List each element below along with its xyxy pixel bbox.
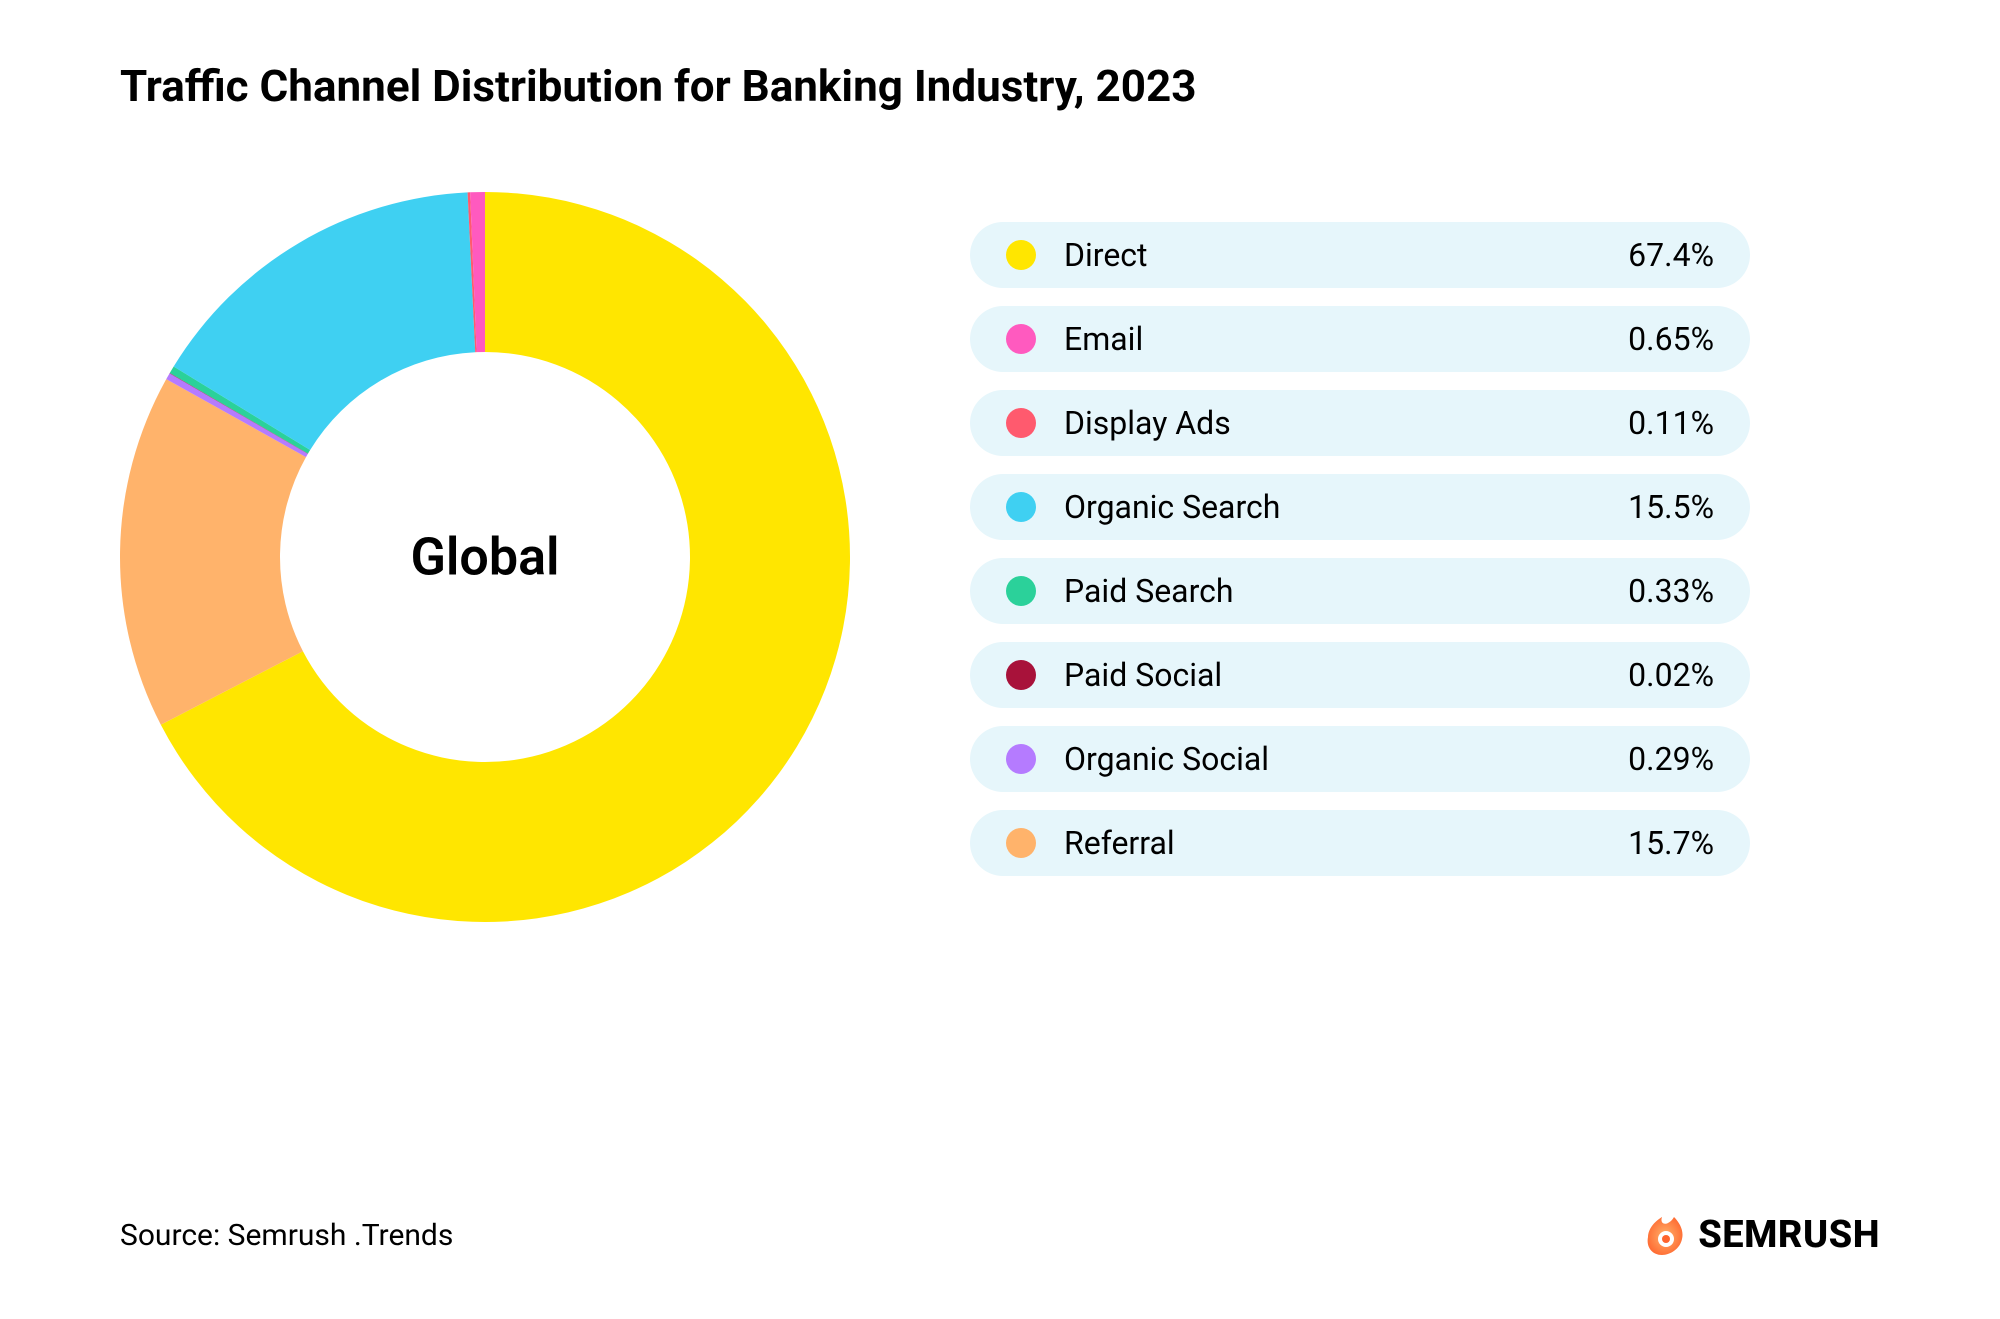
legend-swatch xyxy=(1006,408,1036,438)
legend-value: 15.7% xyxy=(1628,824,1714,862)
legend-row: Paid Social0.02% xyxy=(970,642,1750,708)
legend-value: 0.29% xyxy=(1628,740,1714,778)
legend-row: Direct67.4% xyxy=(970,222,1750,288)
legend-label: Paid Search xyxy=(1064,572,1628,610)
legend-swatch xyxy=(1006,324,1036,354)
legend-value: 0.02% xyxy=(1628,656,1714,694)
legend-swatch xyxy=(1006,660,1036,690)
donut-chart: Global xyxy=(120,192,850,922)
legend-label: Organic Social xyxy=(1064,740,1628,778)
legend-row: Referral15.7% xyxy=(970,810,1750,876)
legend-row: Paid Search0.33% xyxy=(970,558,1750,624)
legend-label: Referral xyxy=(1064,824,1628,862)
legend-value: 67.4% xyxy=(1628,236,1714,274)
brand-logo: SEMRUSH xyxy=(1638,1211,1880,1259)
legend-value: 0.33% xyxy=(1628,572,1714,610)
legend-label: Email xyxy=(1064,320,1628,358)
legend-swatch xyxy=(1006,576,1036,606)
legend-value: 0.65% xyxy=(1628,320,1714,358)
chart-container: Traffic Channel Distribution for Banking… xyxy=(0,0,2000,1319)
legend: Direct67.4% Email0.65% Display Ads0.11% Org… xyxy=(970,222,1750,876)
legend-label: Paid Social xyxy=(1064,656,1628,694)
chart-title: Traffic Channel Distribution for Banking… xyxy=(120,60,1880,112)
legend-swatch xyxy=(1006,240,1036,270)
legend-value: 15.5% xyxy=(1628,488,1714,526)
legend-label: Organic Search xyxy=(1064,488,1628,526)
footer: Source: Semrush .Trends SEMRUSH xyxy=(120,1211,1880,1259)
legend-label: Display Ads xyxy=(1064,404,1628,442)
legend-label: Direct xyxy=(1064,236,1628,274)
source-text: Source: Semrush .Trends xyxy=(120,1218,453,1253)
donut-center-label: Global xyxy=(410,527,559,588)
legend-swatch xyxy=(1006,492,1036,522)
legend-swatch xyxy=(1006,828,1036,858)
legend-swatch xyxy=(1006,744,1036,774)
legend-row: Organic Search15.5% xyxy=(970,474,1750,540)
legend-row: Organic Social0.29% xyxy=(970,726,1750,792)
chart-content: Global Direct67.4%Email0.65%Display Ads0… xyxy=(120,192,1880,1171)
semrush-icon xyxy=(1638,1211,1686,1259)
legend-row: Email0.65% xyxy=(970,306,1750,372)
legend-value: 0.11% xyxy=(1628,404,1714,442)
brand-text: SEMRUSH xyxy=(1698,1213,1880,1257)
legend-row: Display Ads0.11% xyxy=(970,390,1750,456)
